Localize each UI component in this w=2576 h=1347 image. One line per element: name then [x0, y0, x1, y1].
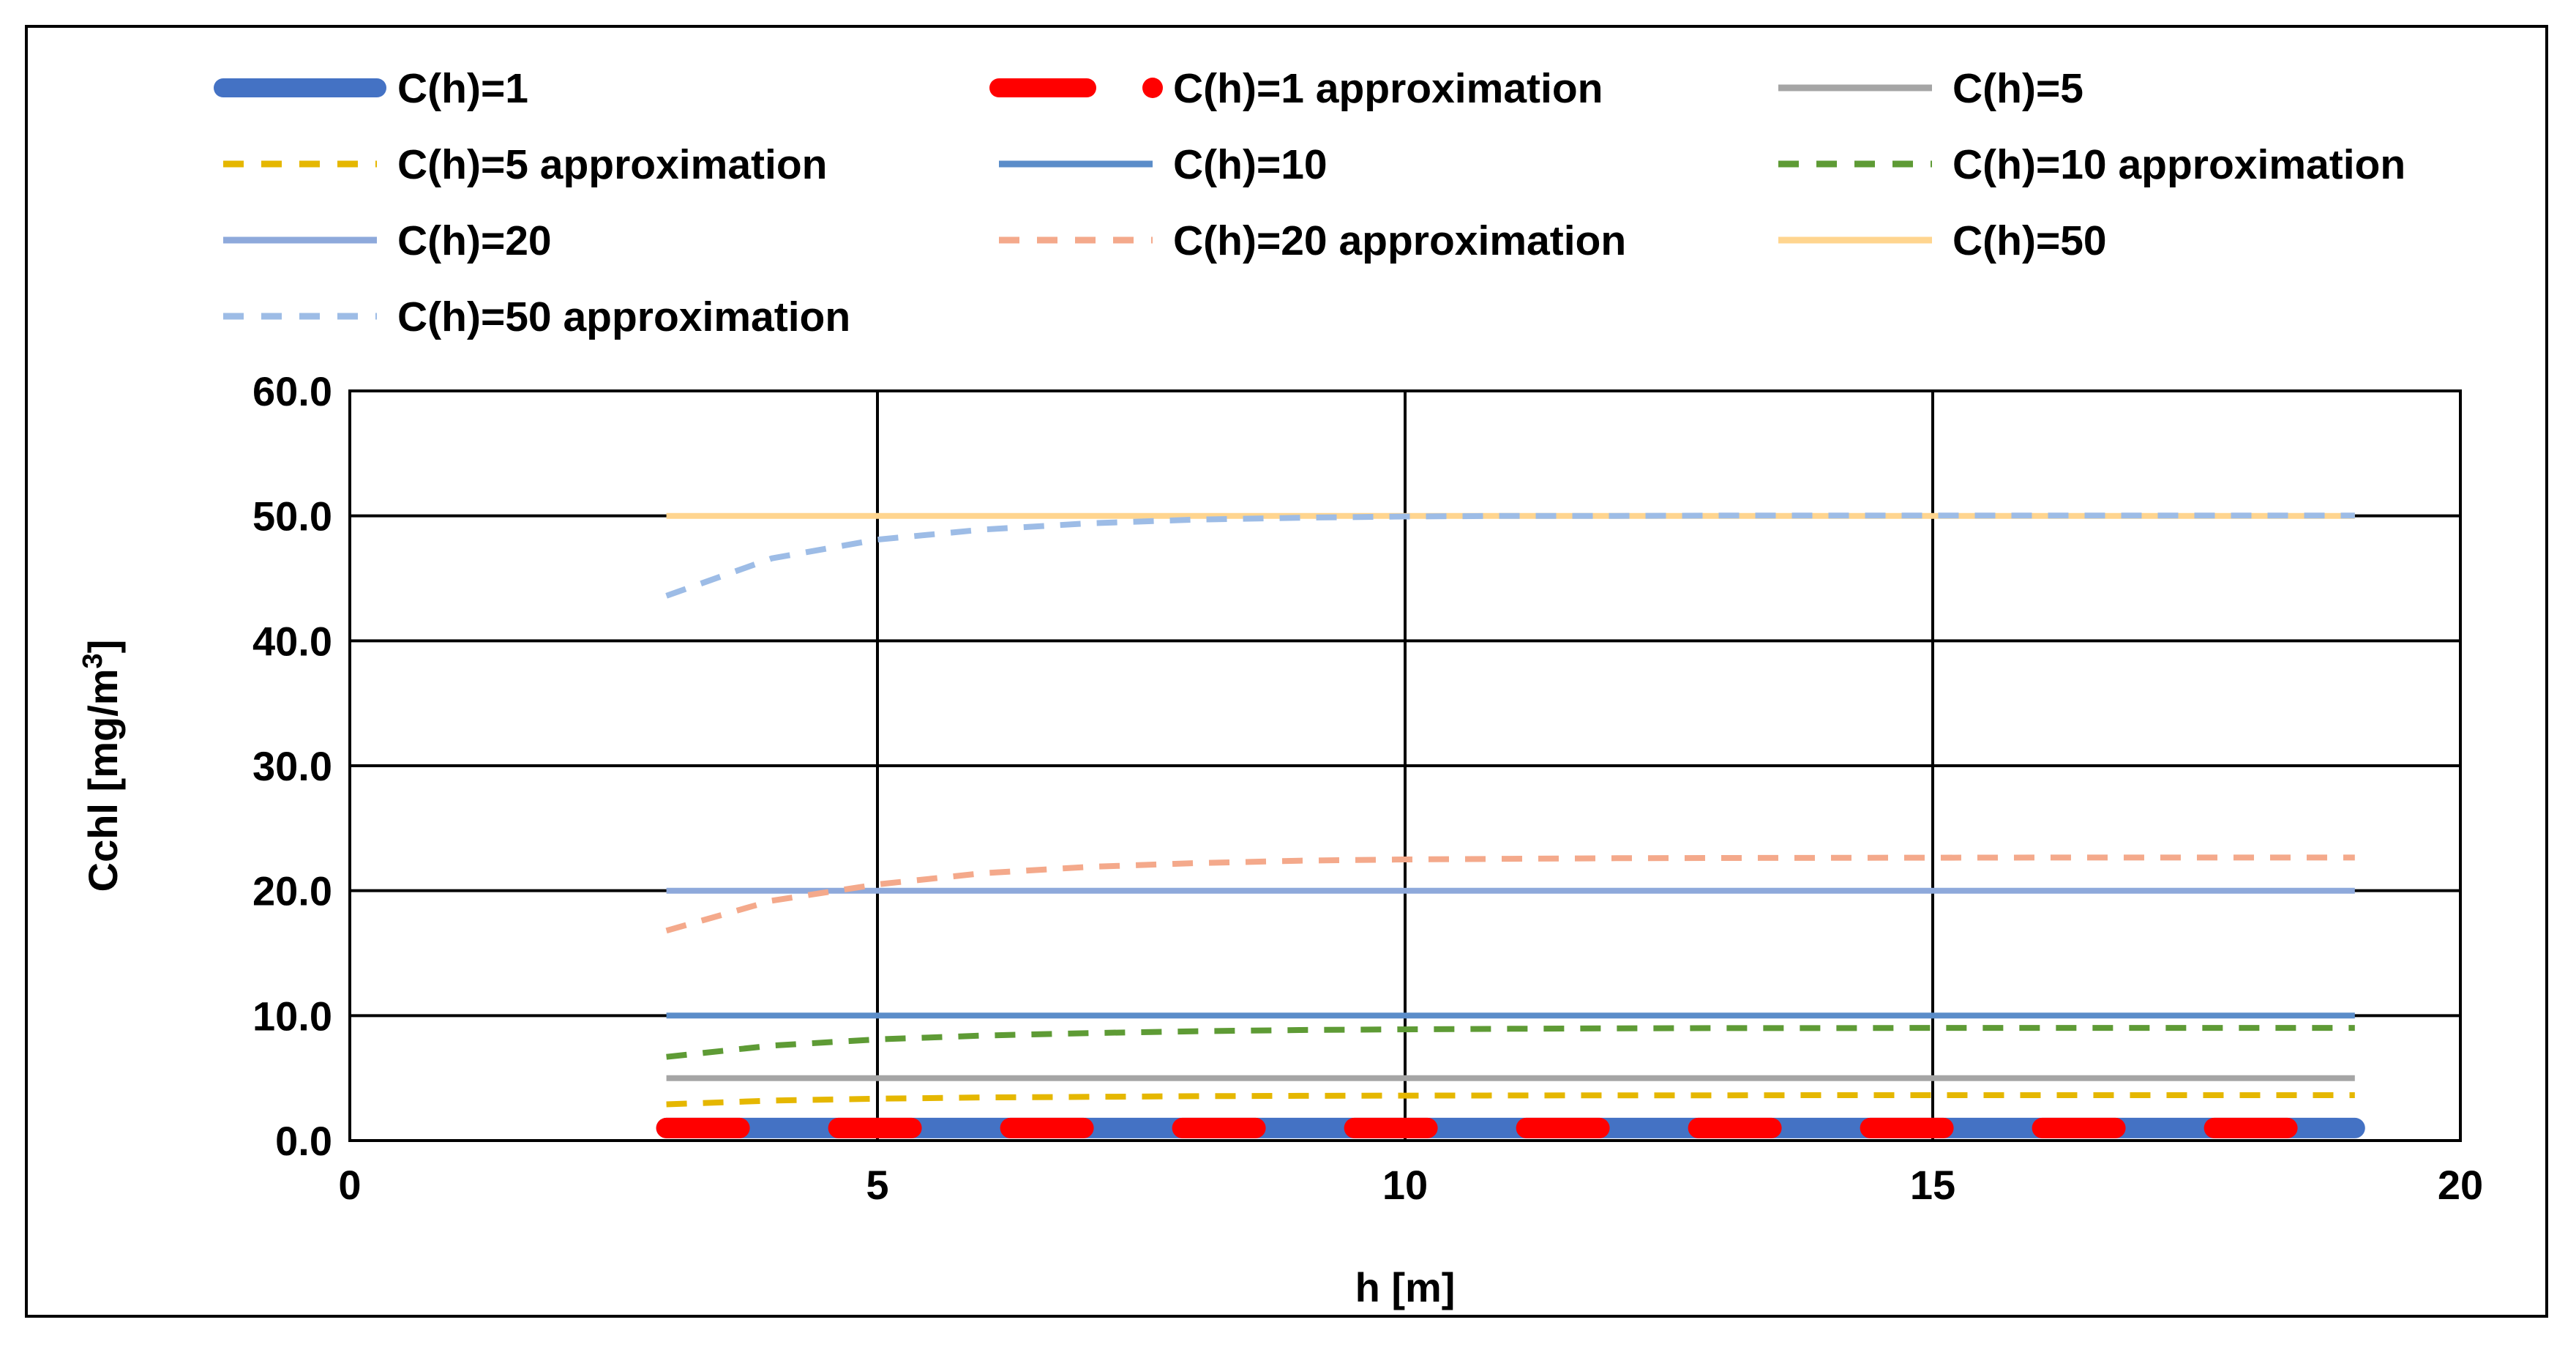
y-tick-label: 20.0 [252, 868, 332, 914]
series-line-c-h-50-approximation [665, 512, 2355, 599]
y-axis-title-superscript: 3 [78, 653, 108, 668]
legend-label: C(h)=50 approximation [397, 294, 850, 340]
legend: C(h)=1 C(h)=1 approximation C(h)=5 C(h)=5 a… [214, 65, 2405, 340]
legend-label: C(h)=1 approximation [1173, 65, 1603, 112]
y-tick-label: 30.0 [252, 743, 332, 789]
chart-frame [25, 25, 2548, 1318]
series-line-c-h-10-approximation [666, 1025, 2355, 1060]
legend-item-c-h-20-approximation: C(h)=20 approximation [999, 217, 1626, 264]
x-tick-label: 15 [1910, 1162, 1955, 1208]
legend-label: C(h)=5 [1952, 65, 2083, 112]
legend-label: C(h)=50 [1952, 217, 2107, 264]
y-tick-label: 10.0 [252, 993, 332, 1039]
legend-label: C(h)=20 [397, 217, 552, 264]
legend-item-c-h-10-approximation: C(h)=10 approximation [1778, 141, 2405, 188]
series-layer [656, 512, 2365, 1138]
x-tick-label: 20 [2438, 1162, 2483, 1208]
tick-labels: 0.0 10.0 20.0 30.0 40.0 50.0 60.0 0 5 10 15 20 [252, 368, 2483, 1208]
x-tick-label: 0 [338, 1162, 361, 1208]
legend-label: C(h)=1 [397, 65, 528, 112]
y-axis-title-main: Cchl [mg/m [80, 668, 126, 892]
legend-item-c-h-50: C(h)=50 [1778, 217, 2107, 264]
legend-label: C(h)=10 approximation [1952, 141, 2405, 188]
y-tick-label: 60.0 [252, 368, 332, 414]
y-tick-label: 50.0 [252, 493, 332, 540]
x-tick-label: 5 [866, 1162, 888, 1208]
legend-label: C(h)=5 approximation [397, 141, 827, 188]
y-axis-title: Cchl [mg/m3] [78, 640, 126, 892]
legend-item-c-h-5-approximation: C(h)=5 approximation [223, 141, 827, 188]
legend-item-c-h-5: C(h)=5 [1778, 65, 2083, 112]
y-tick-label: 0.0 [275, 1118, 332, 1164]
legend-item-c-h-50-approximation: C(h)=50 approximation [223, 294, 850, 340]
legend-label: C(h)=10 [1173, 141, 1328, 188]
legend-item-c-h-10: C(h)=10 [999, 141, 1328, 188]
x-axis-title: h [m] [1355, 1264, 1456, 1310]
legend-swatch-dot [1142, 78, 1163, 98]
legend-item-c-h-1-approximation: C(h)=1 approximation [989, 65, 1603, 112]
legend-item-c-h-20: C(h)=20 [223, 217, 552, 264]
y-axis-title-end: ] [80, 640, 126, 654]
x-tick-label: 10 [1382, 1162, 1428, 1208]
series-line-c-h-5-approximation [666, 1092, 2355, 1108]
legend-label: C(h)=20 approximation [1173, 217, 1626, 264]
series-line-c-h-20-approximation [665, 854, 2355, 934]
legend-item-c-h-1: C(h)=1 [214, 65, 528, 112]
y-tick-label: 40.0 [252, 618, 332, 664]
